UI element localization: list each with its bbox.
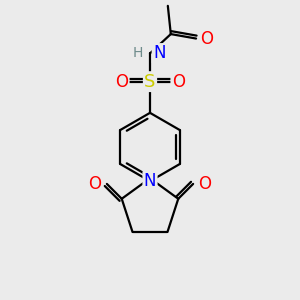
Text: O: O	[200, 29, 214, 47]
Text: N: N	[144, 172, 156, 190]
Text: O: O	[88, 175, 101, 193]
Text: O: O	[115, 73, 128, 91]
Text: H: H	[133, 46, 143, 60]
Text: N: N	[153, 44, 166, 62]
Text: O: O	[172, 73, 185, 91]
Text: O: O	[199, 175, 212, 193]
Text: S: S	[144, 73, 156, 91]
